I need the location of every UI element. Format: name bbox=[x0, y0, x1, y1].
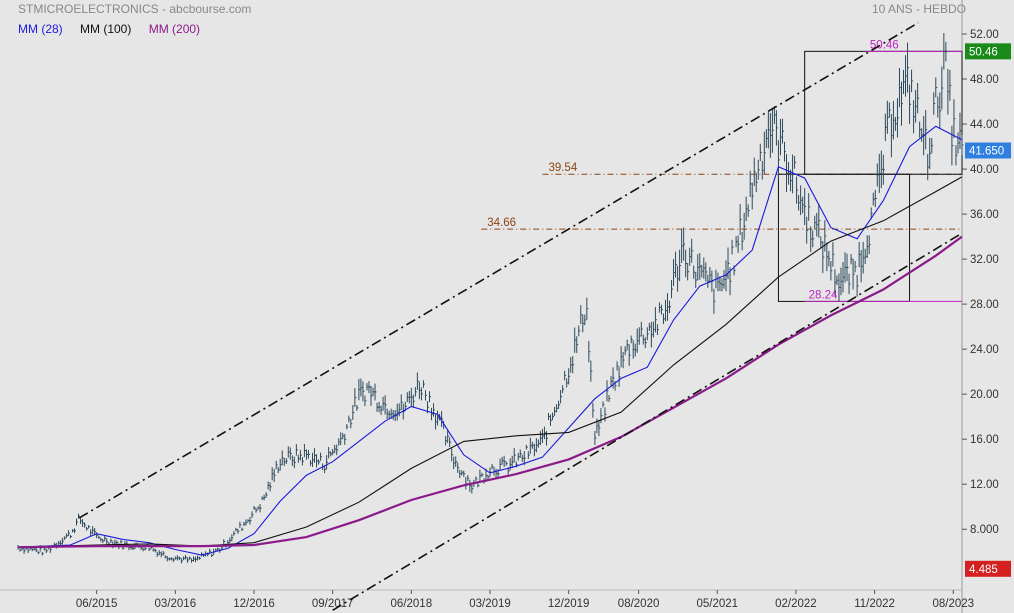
chart-title: STMICROELECTRONICS - abcbourse.com bbox=[18, 2, 252, 16]
x-tick-label: 09/2017 bbox=[312, 598, 354, 610]
price-tag-label: 50.46 bbox=[969, 46, 998, 58]
y-tick-label: 40.00 bbox=[970, 164, 999, 176]
legend-mm100: MM (100) bbox=[80, 22, 132, 36]
price-tag-label: 4.485 bbox=[969, 564, 998, 576]
price-tag-label: 41.650 bbox=[969, 145, 1004, 157]
price-tag bbox=[965, 43, 1011, 60]
y-tick-label: 12.00 bbox=[970, 479, 999, 491]
x-tick-label: 03/2016 bbox=[155, 598, 197, 610]
legend-mm200: MM (200) bbox=[148, 22, 201, 36]
x-tick-label: 12/2019 bbox=[548, 598, 590, 610]
trend-channel-line bbox=[332, 232, 963, 611]
extreme-level-label: 50.46 bbox=[870, 39, 899, 51]
price-bars bbox=[17, 32, 964, 564]
y-tick-label: 44.00 bbox=[970, 119, 999, 131]
y-tick-label: 24.00 bbox=[970, 344, 999, 356]
x-tick-label: 11/2022 bbox=[854, 598, 895, 610]
x-tick-label: 02/2022 bbox=[775, 598, 817, 610]
moving-average-line bbox=[17, 125, 963, 556]
y-tick-label: 20.00 bbox=[970, 389, 999, 401]
x-tick-label: 12/2016 bbox=[233, 598, 275, 610]
x-tick-label: 08/2023 bbox=[932, 598, 974, 610]
support-level-label: 39.54 bbox=[548, 162, 577, 174]
y-tick-label: 16.00 bbox=[970, 434, 999, 446]
price-tag bbox=[965, 142, 1011, 159]
moving-average-line bbox=[17, 235, 963, 549]
moving-average-line bbox=[17, 176, 963, 548]
range-box bbox=[777, 173, 911, 302]
chart-period: 10 ANS - HEBDO bbox=[871, 2, 966, 16]
y-tick-label: 32.00 bbox=[970, 254, 999, 266]
y-tick-label: 52.00 bbox=[970, 29, 999, 41]
extreme-level-label: 28.24 bbox=[809, 289, 838, 301]
x-tick-label: 05/2021 bbox=[696, 598, 738, 610]
x-tick-label: 03/2019 bbox=[469, 598, 511, 610]
y-tick-label: 48.00 bbox=[970, 74, 999, 86]
x-tick-label: 06/2018 bbox=[391, 598, 433, 610]
legend: MM (28) MM (100) MM (200) bbox=[18, 22, 214, 36]
y-tick-label: 28.00 bbox=[970, 299, 999, 311]
x-tick-label: 08/2020 bbox=[618, 598, 660, 610]
y-tick-label: 36.00 bbox=[970, 209, 999, 221]
price-tag bbox=[965, 560, 1011, 577]
y-tick-label: 8.000 bbox=[970, 524, 999, 536]
legend-mm28: MM (28) bbox=[18, 22, 63, 36]
support-level-label: 34.66 bbox=[487, 217, 516, 229]
trend-channel-line bbox=[78, 22, 919, 519]
x-tick-label: 06/2015 bbox=[76, 598, 118, 610]
